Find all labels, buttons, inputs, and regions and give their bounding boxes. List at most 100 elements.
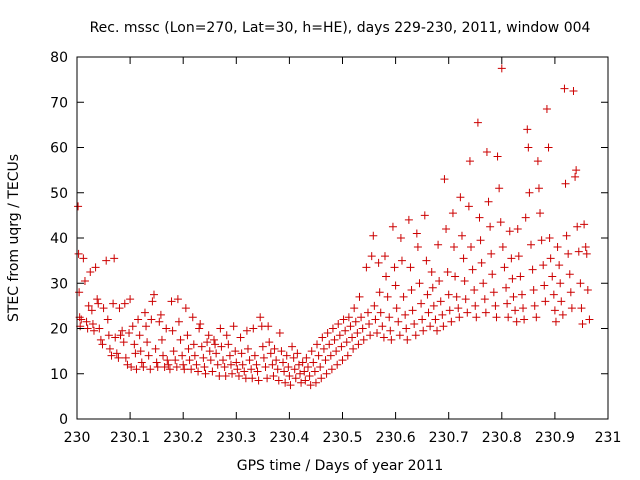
data-point <box>394 317 403 326</box>
data-point <box>371 315 380 324</box>
data-point <box>417 299 426 308</box>
data-point <box>447 317 456 326</box>
data-point <box>508 274 517 283</box>
plot-frame <box>76 56 609 420</box>
data-point <box>357 313 366 322</box>
data-point <box>484 197 493 206</box>
data-point <box>468 265 477 274</box>
data-point <box>363 308 372 317</box>
data-point <box>472 313 481 322</box>
data-point <box>498 243 507 252</box>
data-point <box>162 324 171 333</box>
data-point <box>220 362 229 371</box>
data-point <box>528 265 537 274</box>
data-point <box>281 378 290 387</box>
data-point <box>172 362 181 371</box>
data-point <box>89 326 98 335</box>
data-point <box>516 272 525 281</box>
data-point <box>448 209 457 218</box>
data-point <box>289 353 298 362</box>
data-point <box>190 351 199 360</box>
data-point <box>188 313 197 322</box>
data-point <box>265 338 274 347</box>
data-point <box>130 340 139 349</box>
data-point <box>488 270 497 279</box>
data-point <box>546 254 555 263</box>
data-point <box>537 236 546 245</box>
data-point <box>553 243 562 252</box>
data-point <box>284 362 293 371</box>
data-point <box>338 356 347 365</box>
data-point <box>258 342 267 351</box>
data-point <box>325 340 334 349</box>
data-point <box>123 360 132 369</box>
data-point <box>539 261 548 270</box>
data-point <box>84 301 93 310</box>
y-tick-label: 30 <box>50 276 68 292</box>
data-point <box>380 252 389 261</box>
data-point <box>542 105 551 114</box>
y-tick-label: 20 <box>50 322 68 338</box>
data-point <box>173 295 182 304</box>
data-point <box>403 335 412 344</box>
data-point <box>578 319 587 328</box>
data-point <box>259 353 268 362</box>
data-point <box>102 256 111 265</box>
data-point <box>452 292 461 301</box>
data-point <box>438 310 447 319</box>
y-tick-label: 60 <box>50 141 68 157</box>
data-point <box>530 301 539 310</box>
data-point <box>404 215 413 224</box>
data-point <box>529 286 538 295</box>
data-point <box>435 276 444 285</box>
data-point <box>427 267 436 276</box>
data-point <box>470 286 479 295</box>
data-point <box>545 234 554 242</box>
data-point <box>164 360 173 369</box>
data-point <box>301 376 310 385</box>
data-point <box>376 308 385 317</box>
data-point <box>502 283 511 292</box>
data-point <box>242 326 251 335</box>
data-point <box>243 344 252 353</box>
data-point <box>423 290 432 299</box>
data-point <box>355 292 364 301</box>
data-point <box>297 378 306 387</box>
data-point <box>519 304 528 313</box>
data-point <box>556 279 565 288</box>
data-point <box>461 295 470 304</box>
data-point <box>330 335 339 344</box>
data-point <box>513 224 522 233</box>
x-tick-label: 230.8 <box>482 430 522 446</box>
data-point <box>127 362 136 371</box>
data-point <box>196 319 205 328</box>
data-point <box>566 288 575 297</box>
data-point <box>476 236 485 245</box>
data-point <box>473 118 482 127</box>
data-point <box>374 258 383 267</box>
data-point <box>253 367 262 376</box>
data-point <box>105 344 114 353</box>
data-point <box>370 301 379 310</box>
data-point <box>450 243 459 252</box>
data-point <box>500 263 509 272</box>
data-point <box>291 374 300 383</box>
data-point <box>454 304 463 313</box>
data-point <box>157 335 166 344</box>
data-point <box>327 365 336 374</box>
data-point <box>135 331 144 340</box>
x-tick-label: 230.6 <box>376 430 416 446</box>
data-point <box>206 356 215 365</box>
data-point <box>489 288 498 297</box>
data-point <box>147 315 156 324</box>
data-point <box>548 272 557 281</box>
data-point <box>204 331 213 340</box>
data-point <box>229 322 238 331</box>
x-tick-label: 230.2 <box>163 430 203 446</box>
data-point <box>576 279 585 288</box>
data-point <box>413 243 422 252</box>
data-point <box>523 125 532 134</box>
data-point <box>456 193 465 202</box>
data-point <box>134 315 143 324</box>
y-tick-label: 80 <box>50 50 68 66</box>
